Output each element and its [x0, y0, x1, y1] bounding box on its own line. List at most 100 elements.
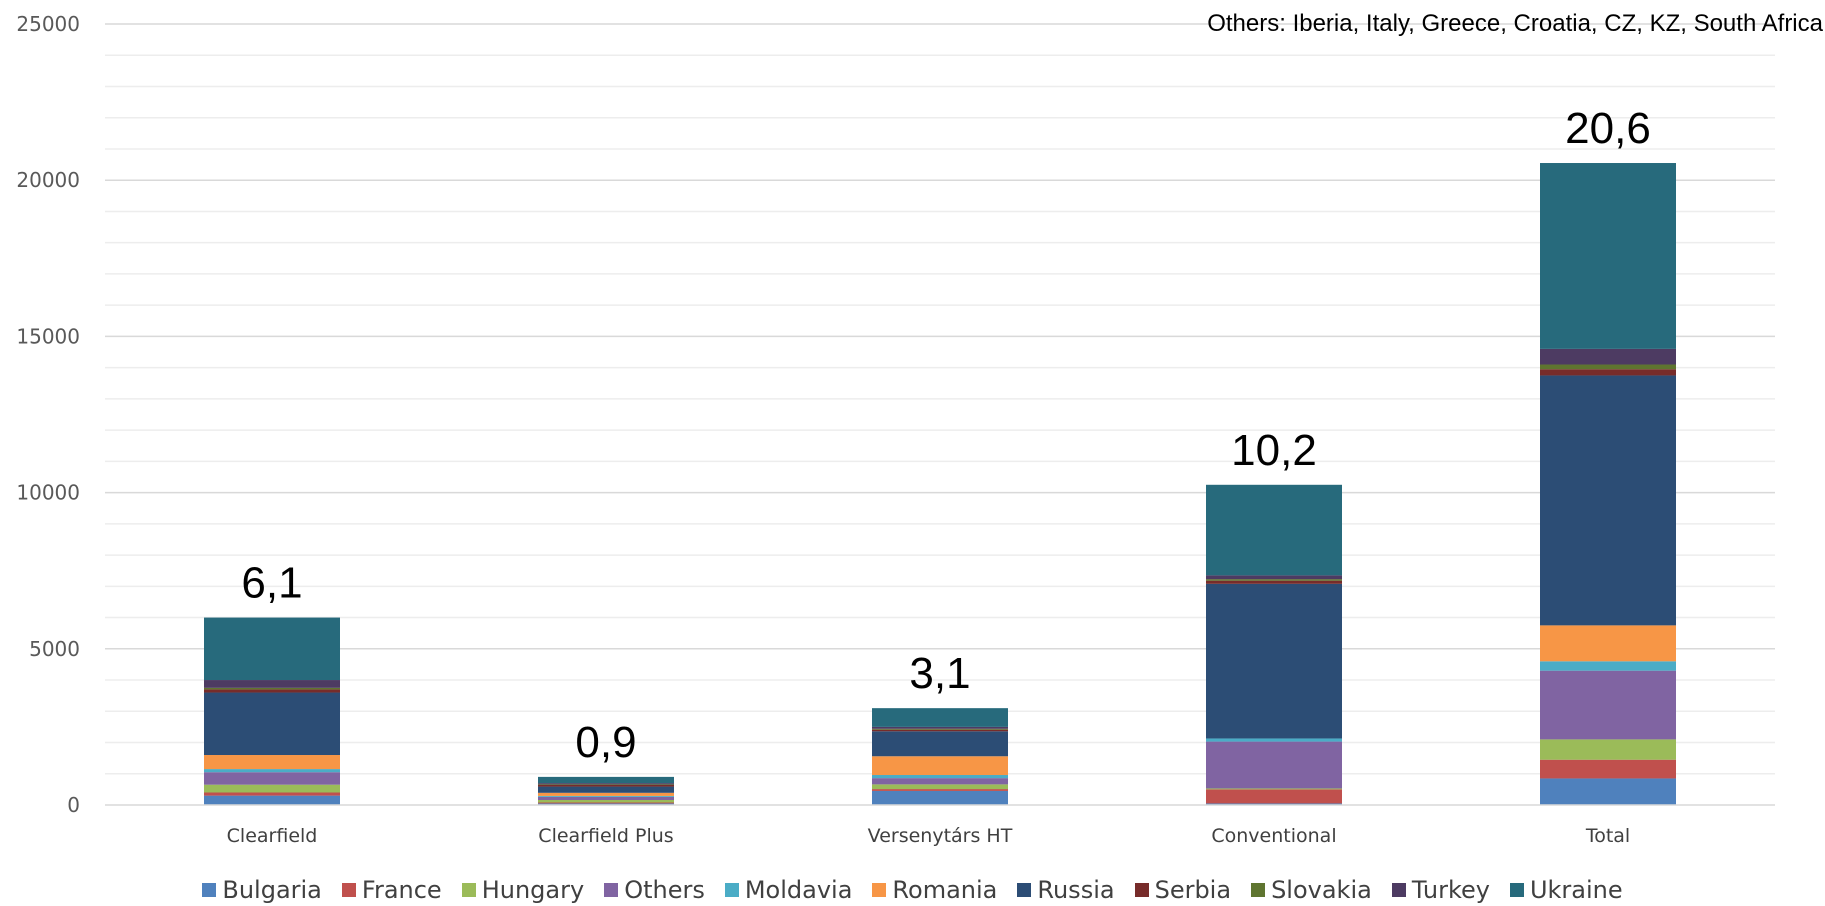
legend-item-france: France: [341, 876, 442, 904]
bar-segment-serbia: [1540, 369, 1676, 376]
total-labels: 6,1 0,9 3,1 10,2 20,6: [241, 104, 1650, 767]
bars: [204, 163, 1676, 805]
bar-segment-turkey: [204, 680, 340, 688]
stacked-bar-chart: 0 5000 10000 15000 20000 25000 6,1 0,9 3,1 10,2 2…: [16, 12, 1775, 847]
legend-item-serbia: Serbia: [1134, 876, 1232, 904]
bar-segment-turkey: [1540, 348, 1676, 365]
legend-swatch: [724, 883, 739, 897]
legend-label: France: [361, 876, 442, 904]
bar-segment-russia: [1206, 583, 1342, 739]
bar-segment-france: [538, 802, 674, 804]
legend-item-bulgaria: Bulgaria: [202, 876, 322, 904]
bar-segment-others: [538, 796, 674, 801]
legend-swatch: [341, 883, 356, 897]
bar-segment-ukraine: [204, 617, 340, 681]
legend-label: Hungary: [481, 876, 585, 904]
bar-segment-romania: [538, 792, 674, 796]
bar-segment-slovakia: [538, 784, 674, 786]
y-tick-label: 5000: [29, 637, 80, 661]
bar-segment-slovakia: [204, 687, 340, 690]
bar-segment-others: [872, 778, 1008, 785]
bar-segment-ukraine: [1206, 484, 1342, 576]
bar-segment-slovakia: [1540, 364, 1676, 370]
legend-swatch: [872, 883, 887, 897]
bar-segment-moldavia: [538, 795, 674, 797]
bar-segment-serbia: [1206, 580, 1342, 584]
bar-segment-turkey: [872, 726, 1008, 729]
bar-segment-serbia: [872, 729, 1008, 732]
legend-swatch: [1017, 883, 1032, 897]
x-category-label: Clearfield Plus: [538, 825, 673, 847]
bar-segment-france: [1540, 759, 1676, 779]
bar-segment-moldavia: [872, 775, 1008, 779]
bar-segment-bulgaria: [1206, 803, 1342, 805]
bar-segment-moldavia: [1206, 738, 1342, 742]
others-annotation: Others: Iberia, Italy, Greece, Croatia, …: [1207, 10, 1823, 37]
bar-segment-bulgaria: [872, 790, 1008, 805]
legend-swatch: [1509, 883, 1524, 897]
bar-total-label: 0,9: [575, 718, 636, 767]
bar-segment-bulgaria: [1540, 778, 1676, 805]
bar-total-label: 20,6: [1565, 104, 1651, 153]
bar-total-label: 10,2: [1231, 426, 1317, 475]
legend-item-ukraine: Ukraine: [1509, 876, 1623, 904]
bar-segment-moldavia: [1540, 661, 1676, 671]
legend-swatch: [604, 883, 619, 897]
bar-segment-slovakia: [1206, 579, 1342, 581]
y-tick-label: 25000: [16, 12, 80, 36]
bar-segment-ukraine: [538, 776, 674, 784]
bar-segment-others: [204, 772, 340, 785]
bar-segment-others: [1206, 741, 1342, 789]
legend-swatch: [1391, 883, 1406, 897]
bar-segment-hungary: [538, 800, 674, 803]
legend-item-turkey: Turkey: [1391, 876, 1490, 904]
bar-total-label: 3,1: [909, 649, 970, 698]
legend-swatch: [1251, 883, 1266, 897]
y-tick-label: 15000: [16, 324, 80, 348]
legend-item-hungary: Hungary: [461, 876, 585, 904]
legend-item-moldavia: Moldavia: [724, 876, 853, 904]
x-axis-labels: Clearfield Clearfield Plus Versenytárs HT C…: [227, 825, 1631, 847]
y-axis-ticks: 0 5000 10000 15000 20000 25000: [16, 12, 80, 817]
x-category-label: Conventional: [1211, 825, 1336, 847]
legend-swatch: [1134, 883, 1149, 897]
legend-label: Bulgaria: [222, 876, 322, 904]
bar-segment-turkey: [538, 783, 674, 785]
legend-label: Romania: [892, 876, 998, 904]
legend-label: Slovakia: [1271, 876, 1372, 904]
y-tick-label: 0: [67, 793, 80, 817]
x-category-label: Total: [1585, 825, 1630, 847]
legend-item-others: Others: [604, 876, 705, 904]
bar-segment-moldavia: [204, 769, 340, 773]
bar-segment-hungary: [872, 784, 1008, 790]
bar-segment-france: [204, 792, 340, 796]
legend-label: Moldavia: [744, 876, 853, 904]
bar-segment-ukraine: [1540, 163, 1676, 349]
legend-label: Turkey: [1411, 876, 1490, 904]
bar-segment-ukraine: [872, 708, 1008, 727]
y-tick-label: 10000: [16, 481, 80, 505]
x-category-label: Clearfield: [227, 825, 318, 847]
legend-label: Russia: [1037, 876, 1115, 904]
bar-segment-romania: [204, 755, 340, 770]
legend-label: Serbia: [1154, 876, 1232, 904]
legend-label: Ukraine: [1529, 876, 1623, 904]
legend-item-slovakia: Slovakia: [1251, 876, 1372, 904]
bar-segment-russia: [1540, 375, 1676, 626]
gridlines: [105, 23, 1775, 775]
bar-segment-slovakia: [872, 728, 1008, 730]
bar-segment-russia: [538, 786, 674, 793]
legend-item-romania: Romania: [872, 876, 997, 904]
bar-segment-others: [1540, 670, 1676, 740]
bar-segment-bulgaria: [538, 803, 674, 805]
bar-segment-romania: [872, 756, 1008, 776]
bar-segment-france: [1206, 789, 1342, 804]
y-tick-label: 20000: [16, 168, 80, 192]
bar-segment-france: [872, 789, 1008, 791]
legend-swatch: [202, 883, 217, 897]
bar-segment-hungary: [1540, 739, 1676, 760]
bar-segment-romania: [1540, 625, 1676, 662]
x-category-label: Versenytárs HT: [868, 825, 1013, 847]
bar-segment-russia: [204, 692, 340, 756]
legend-label: Others: [624, 876, 705, 904]
